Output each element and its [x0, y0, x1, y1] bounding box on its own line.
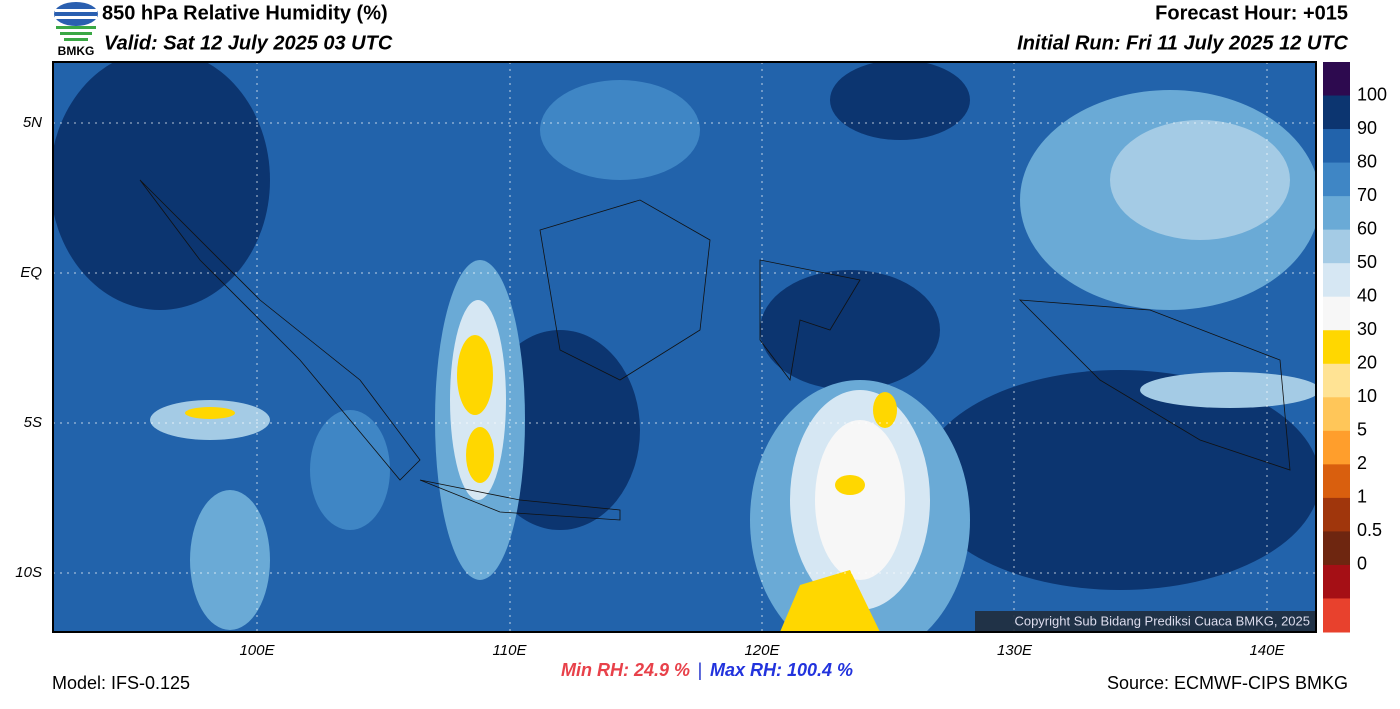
source: Source: ECMWF-CIPS BMKG: [1107, 673, 1348, 693]
colorbar-label: 0: [1357, 554, 1367, 574]
colorbar-swatch: [1323, 229, 1350, 264]
separator: |: [698, 660, 703, 680]
colorbar-swatch: [1323, 363, 1350, 398]
valid-time: Valid: Sat 12 July 2025 03 UTC: [104, 32, 393, 54]
colorbar-label: 10: [1357, 386, 1377, 406]
forecast-hour: Forecast Hour: +015: [1155, 2, 1348, 24]
colorbar-label: 30: [1357, 319, 1377, 339]
colorbar-swatch: [1323, 564, 1350, 599]
colorbar-label: 90: [1357, 118, 1377, 138]
colorbar-swatch: [1323, 430, 1350, 465]
colorbar-swatch: [1323, 464, 1350, 499]
lat-label: 10S: [15, 564, 42, 581]
colorbar-swatch: [1323, 263, 1350, 298]
initial-run: Initial Run: Fri 11 July 2025 12 UTC: [1017, 32, 1348, 54]
colorbar-swatch: [1323, 497, 1350, 532]
logo-text: BMKG: [58, 44, 95, 58]
map-field: Copyright Sub Bidang Prediksi Cuaca BMKG…: [53, 62, 1316, 632]
lon-label: 140E: [1249, 642, 1285, 659]
map-frame: [52, 61, 1317, 633]
colorbar-swatch: [1323, 62, 1350, 97]
colorbar-swatch: [1323, 196, 1350, 231]
title: 850 hPa Relative Humidity (%): [102, 2, 388, 24]
lon-label: 110E: [493, 642, 528, 659]
lat-label: EQ: [20, 264, 42, 281]
colorbar-label: 100: [1357, 84, 1387, 104]
colorbar-label: 20: [1357, 353, 1377, 373]
colorbar-swatch: [1323, 531, 1350, 566]
lat-label: 5S: [24, 414, 42, 431]
colorbar-label: 0.5: [1357, 520, 1382, 540]
colorbar-label: 40: [1357, 285, 1377, 305]
lat-label: 5N: [23, 114, 42, 131]
colorbar-swatch: [1323, 330, 1350, 365]
model: Model: IFS-0.125: [52, 673, 190, 693]
copyright: Copyright Sub Bidang Prediksi Cuaca BMKG…: [1014, 613, 1310, 628]
colorbar-label: 50: [1357, 252, 1377, 272]
colorbar-label: 5: [1357, 420, 1367, 440]
colorbar-swatch: [1323, 162, 1350, 197]
min-rh: Min RH: 24.9 %: [561, 660, 690, 680]
lat-axis: 5N EQ 5S 10S: [15, 114, 42, 581]
colorbar-label: 80: [1357, 151, 1377, 171]
colorbar-swatch: [1323, 95, 1350, 130]
lon-label: 120E: [744, 642, 780, 659]
colorbar-label: 1: [1357, 487, 1367, 507]
colorbar: 100 90 80 70 60 50 40 30 20 10 5 2 1 0.5 0: [1323, 62, 1387, 633]
lon-axis: 100E 110E 120E 130E 140E: [239, 642, 1285, 659]
colorbar-swatch: [1323, 129, 1350, 164]
lon-label: 130E: [997, 642, 1033, 659]
lon-label: 100E: [239, 642, 275, 659]
colorbar-label: 2: [1357, 453, 1367, 473]
colorbar-swatch: [1323, 397, 1350, 432]
colorbar-label: 60: [1357, 218, 1377, 238]
colorbar-swatch: [1323, 296, 1350, 331]
colorbar-swatch: [1323, 598, 1350, 633]
logo: BMKG: [54, 2, 98, 58]
max-rh: Max RH: 100.4 %: [710, 660, 853, 680]
colorbar-label: 70: [1357, 185, 1377, 205]
